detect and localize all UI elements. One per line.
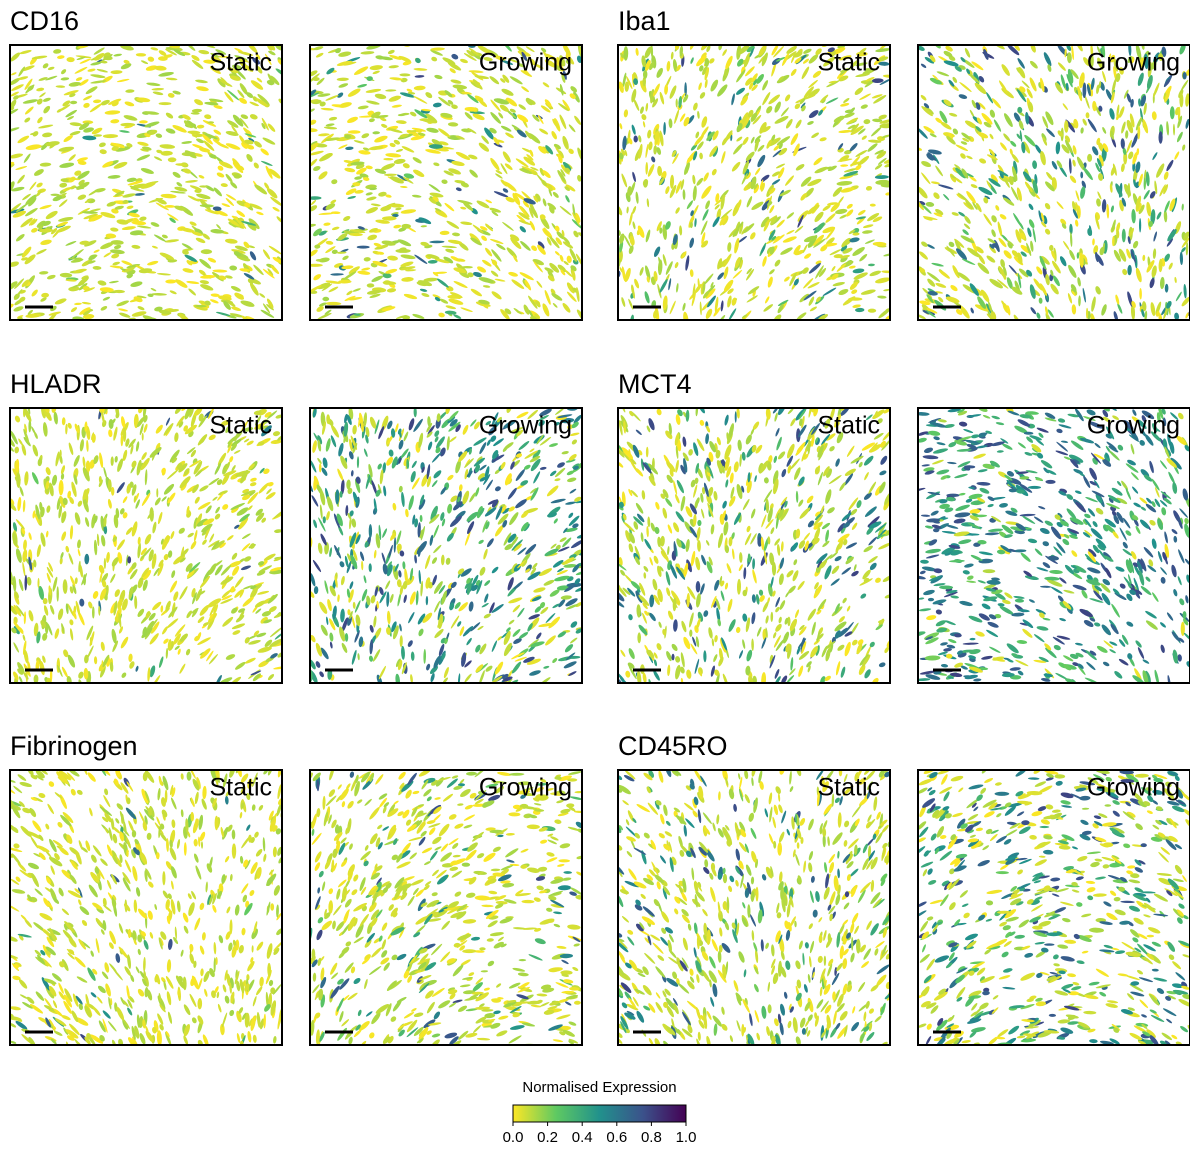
cell — [123, 428, 126, 442]
cell — [322, 297, 329, 301]
image-label: Growing — [479, 49, 572, 77]
panel-title: MCT4 — [618, 369, 692, 399]
cell — [1086, 308, 1088, 319]
cell — [168, 157, 177, 162]
cell — [735, 411, 737, 422]
tissue-image — [6, 402, 290, 690]
cell — [696, 581, 701, 593]
cell — [316, 259, 322, 262]
cell — [104, 558, 106, 569]
tissue-image — [306, 403, 589, 687]
cell — [323, 516, 326, 523]
image-label: Growing — [479, 412, 572, 440]
cell — [201, 249, 212, 254]
cell — [319, 463, 322, 472]
cell — [1170, 106, 1175, 119]
cell — [1179, 93, 1183, 108]
cell — [56, 586, 58, 601]
tissue-image — [5, 39, 287, 325]
image-label: Static — [817, 49, 880, 77]
cell — [1122, 229, 1126, 243]
panel-title: HLADR — [10, 369, 102, 399]
panel-title: Iba1 — [618, 6, 671, 36]
cell — [142, 433, 144, 441]
tissue-image — [615, 39, 895, 327]
cell — [395, 249, 410, 253]
cell — [676, 99, 678, 108]
cell — [1183, 72, 1187, 79]
image-label: Growing — [1087, 49, 1180, 77]
image-bg — [10, 408, 282, 683]
tissue-image — [304, 40, 587, 324]
cell — [848, 297, 862, 300]
cell — [357, 246, 370, 249]
cell — [1159, 131, 1163, 143]
tissue-image — [914, 39, 1190, 328]
figure: CD16 Static Growing Iba1 Static Growing HLADR S… — [0, 0, 1190, 1149]
cell — [637, 632, 641, 643]
cell — [348, 130, 361, 134]
cell — [92, 606, 95, 618]
cell — [1139, 218, 1141, 232]
image-label: Static — [209, 49, 272, 77]
panel-title: CD16 — [10, 6, 79, 36]
cell — [156, 488, 158, 497]
cell — [1087, 154, 1092, 162]
cell — [868, 309, 876, 313]
image-label: Static — [209, 412, 272, 440]
cell — [1077, 252, 1079, 258]
page: CD16 Static Growing Iba1 Static Growing HLADR S… — [0, 0, 1190, 1149]
cell — [369, 524, 372, 538]
image-label: Static — [817, 412, 880, 440]
cell — [159, 102, 172, 105]
tissue-image — [611, 400, 895, 688]
tissue-image — [911, 403, 1190, 688]
cell — [50, 194, 59, 196]
